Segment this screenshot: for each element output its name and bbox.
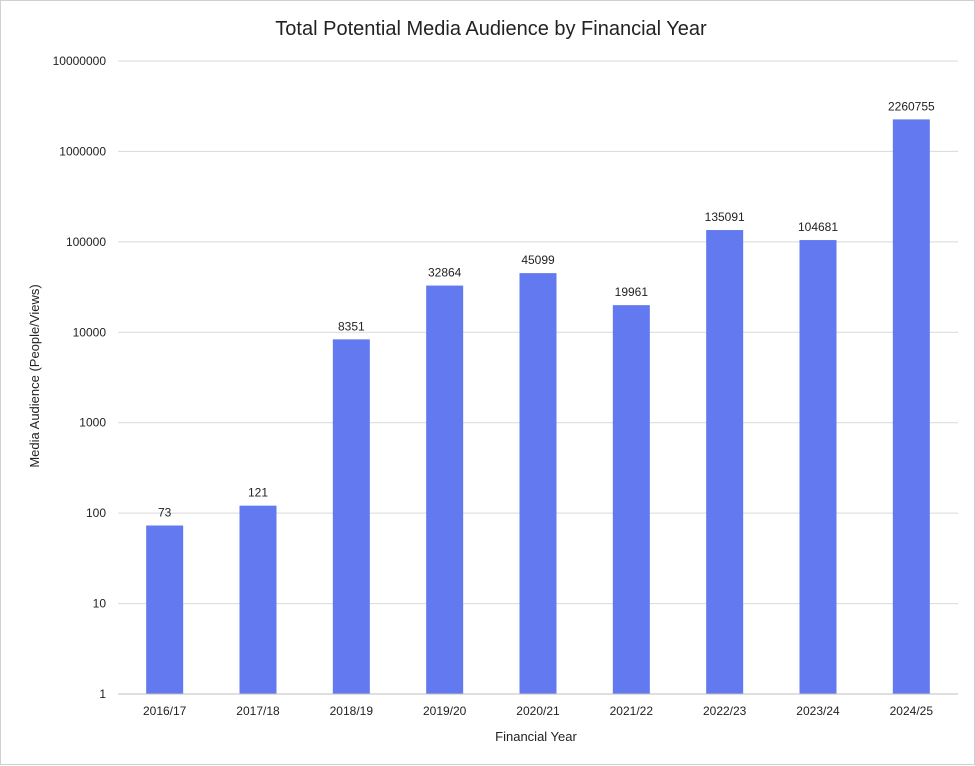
data-label: 32864 (428, 266, 462, 280)
y-tick-label: 1000000 (59, 144, 106, 158)
x-axis-title: Financial Year (495, 729, 577, 744)
data-label: 73 (158, 506, 172, 520)
bar (706, 230, 744, 694)
y-axis-ticks: 1 10 100 1000 10000 100000 1000000 10000000 (53, 54, 107, 701)
bar (612, 305, 650, 694)
bar (332, 339, 370, 694)
x-tick-label: 2024/25 (890, 704, 934, 718)
data-label: 104681 (798, 220, 838, 234)
y-tick-label: 10000000 (53, 54, 107, 68)
bar (519, 273, 557, 694)
data-labels: 73 121 8351 32864 45099 19961 135091 104681 2260… (158, 99, 935, 519)
x-tick-label: 2020/21 (516, 704, 560, 718)
bar (426, 285, 464, 694)
y-tick-label: 10 (93, 597, 107, 611)
y-tick-label: 1 (99, 687, 106, 701)
bar (892, 119, 930, 695)
data-label: 135091 (705, 210, 745, 224)
y-tick-label: 100000 (66, 235, 106, 249)
bar (799, 240, 837, 694)
x-tick-label: 2022/23 (703, 704, 747, 718)
bars (146, 119, 930, 695)
data-label: 45099 (521, 253, 555, 267)
x-tick-label: 2017/18 (236, 704, 280, 718)
x-tick-label: 2016/17 (143, 704, 187, 718)
y-tick-label: 1000 (79, 416, 106, 430)
bar (239, 505, 277, 694)
data-label: 2260755 (888, 99, 935, 113)
chart-title: Total Potential Media Audience by Financ… (275, 18, 707, 40)
y-axis-title: Media Audience (People/Views) (27, 284, 42, 467)
y-tick-label: 100 (86, 506, 106, 520)
y-tick-label: 10000 (73, 325, 107, 339)
x-axis-ticks: 2016/17 2017/18 2018/19 2019/20 2020/21 2021/… (143, 704, 933, 718)
x-tick-label: 2021/22 (610, 704, 654, 718)
data-label: 19961 (615, 285, 649, 299)
data-label: 121 (248, 486, 268, 500)
x-tick-label: 2019/20 (423, 704, 467, 718)
x-tick-label: 2023/24 (796, 704, 840, 718)
x-tick-label: 2018/19 (330, 704, 374, 718)
data-label: 8351 (338, 319, 365, 333)
bar (146, 525, 184, 694)
